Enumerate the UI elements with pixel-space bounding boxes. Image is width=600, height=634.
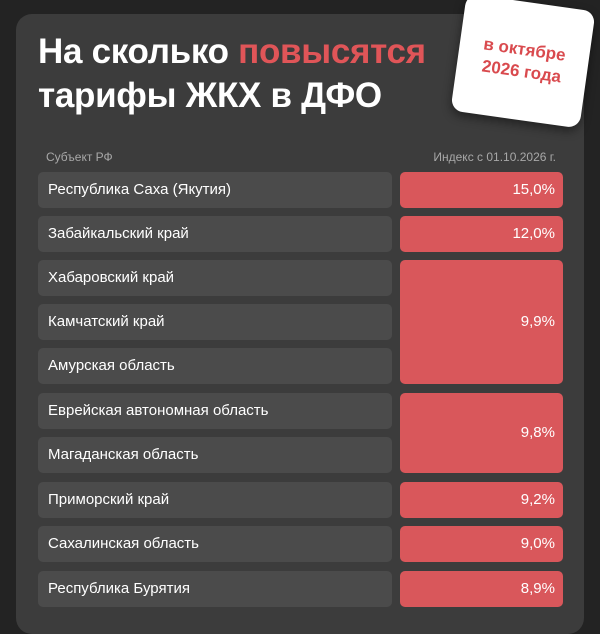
- index-value: 9,0%: [400, 526, 563, 562]
- index-value: 9,9%: [400, 260, 563, 384]
- region-row: Камчатский край: [38, 304, 392, 340]
- index-value: 9,8%: [400, 393, 563, 473]
- region-row: Амурская область: [38, 348, 392, 384]
- index-value: 8,9%: [400, 571, 563, 607]
- date-badge-text: в октябре 2026 года: [465, 32, 580, 91]
- title-highlight: повысятся: [238, 32, 426, 71]
- index-value: 15,0%: [400, 172, 563, 208]
- region-row: Сахалинская область: [38, 526, 392, 562]
- index-value: 12,0%: [400, 216, 563, 252]
- page-title: На сколько повысятся тарифы ЖКХ в ДФО: [38, 30, 426, 118]
- region-row: Магаданская область: [38, 437, 392, 473]
- title-part-1: На сколько: [38, 32, 239, 71]
- column-header-index: Индекс с 01.10.2026 г.: [433, 150, 556, 164]
- column-header-subject: Субъект РФ: [46, 150, 113, 164]
- region-row: Приморский край: [38, 482, 392, 518]
- region-row: Забайкальский край: [38, 216, 392, 252]
- region-row: Хабаровский край: [38, 260, 392, 296]
- index-value: 9,2%: [400, 482, 563, 518]
- title-line-2: тарифы ЖКХ в ДФО: [38, 76, 382, 115]
- region-row: Республика Саха (Якутия): [38, 172, 392, 208]
- region-row: Республика Бурятия: [38, 571, 392, 607]
- region-row: Еврейская автономная область: [38, 393, 392, 429]
- date-badge: в октябре 2026 года: [450, 0, 596, 129]
